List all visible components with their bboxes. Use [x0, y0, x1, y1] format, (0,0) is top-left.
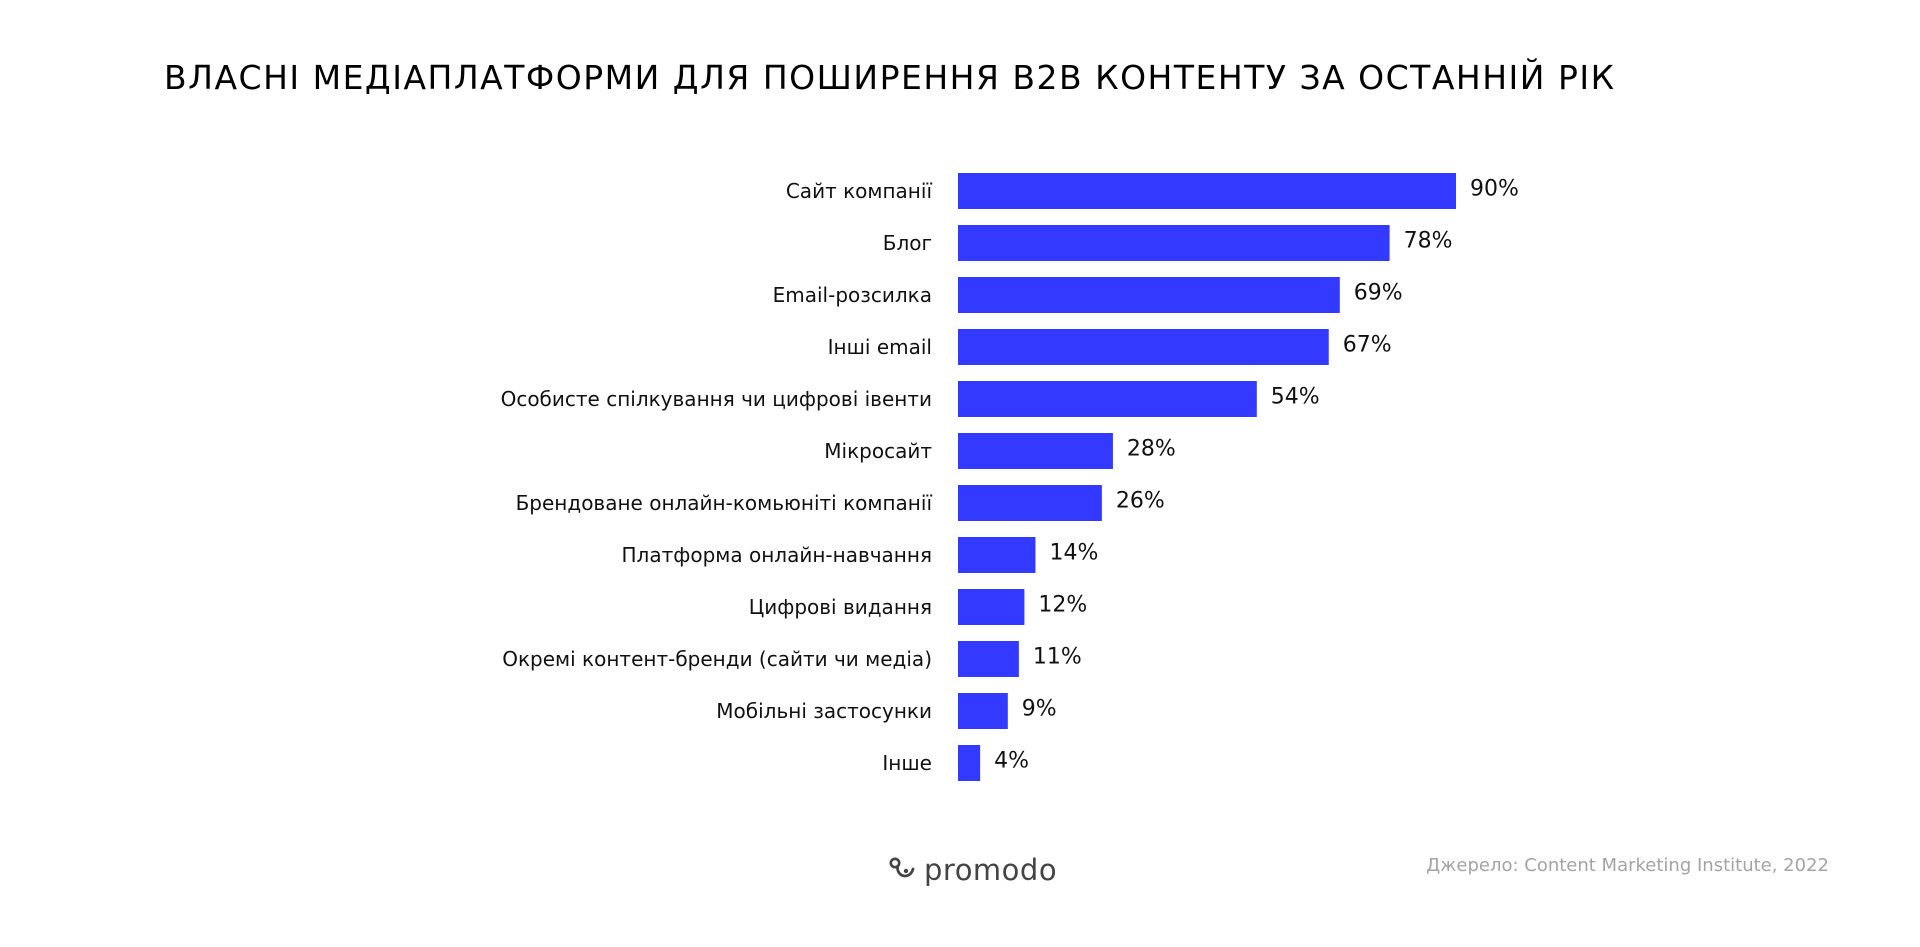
bar	[958, 745, 981, 781]
logo-text: promodo	[924, 853, 1058, 887]
bar	[958, 485, 1102, 521]
category-label: Окремі контент-бренди (сайти чи медіа)	[502, 647, 932, 671]
category-label: Брендоване онлайн-комьюніті компанії	[516, 491, 933, 515]
bar	[958, 693, 1008, 729]
category-label: Особисте спілкування чи цифрові івенти	[501, 387, 932, 411]
category-label: Цифрові видання	[749, 595, 932, 619]
category-label: Платформа онлайн-навчання	[622, 543, 932, 567]
bar	[958, 277, 1340, 313]
promodo-logo: promodo	[888, 850, 1057, 890]
value-label: 26%	[1116, 489, 1165, 514]
category-label: Мобільні застосунки	[716, 699, 932, 723]
bar	[958, 641, 1019, 677]
chart-title: ВЛАСНІ МЕДІАПЛАТФОРМИ ДЛЯ ПОШИРЕННЯ B2B …	[164, 58, 1616, 97]
value-label: 54%	[1271, 385, 1320, 410]
category-label: Email-розсилка	[773, 283, 932, 307]
value-label: 12%	[1038, 593, 1087, 618]
category-label: Блог	[883, 231, 932, 255]
value-label: 9%	[1022, 697, 1057, 722]
value-label: 28%	[1127, 437, 1176, 462]
bar	[958, 381, 1257, 417]
bar	[958, 433, 1113, 469]
value-label: 90%	[1470, 177, 1519, 202]
category-label: Інше	[882, 751, 932, 775]
bar	[958, 589, 1025, 625]
category-label: Сайт компанії	[786, 179, 933, 203]
value-label: 69%	[1354, 281, 1403, 306]
bar	[958, 329, 1329, 365]
value-label: 11%	[1033, 645, 1082, 670]
promodo-logo-icon	[889, 857, 915, 878]
value-label: 78%	[1404, 229, 1453, 254]
value-label: 67%	[1343, 333, 1392, 358]
bar	[958, 225, 1390, 261]
value-label: 14%	[1049, 541, 1098, 566]
value-label: 4%	[994, 749, 1029, 774]
source-note: Джерело: Content Marketing Institute, 20…	[1426, 855, 1829, 876]
bar	[958, 537, 1036, 573]
category-label: Інші email	[828, 335, 932, 359]
category-label: Мікросайт	[824, 439, 932, 463]
bar	[958, 173, 1456, 209]
